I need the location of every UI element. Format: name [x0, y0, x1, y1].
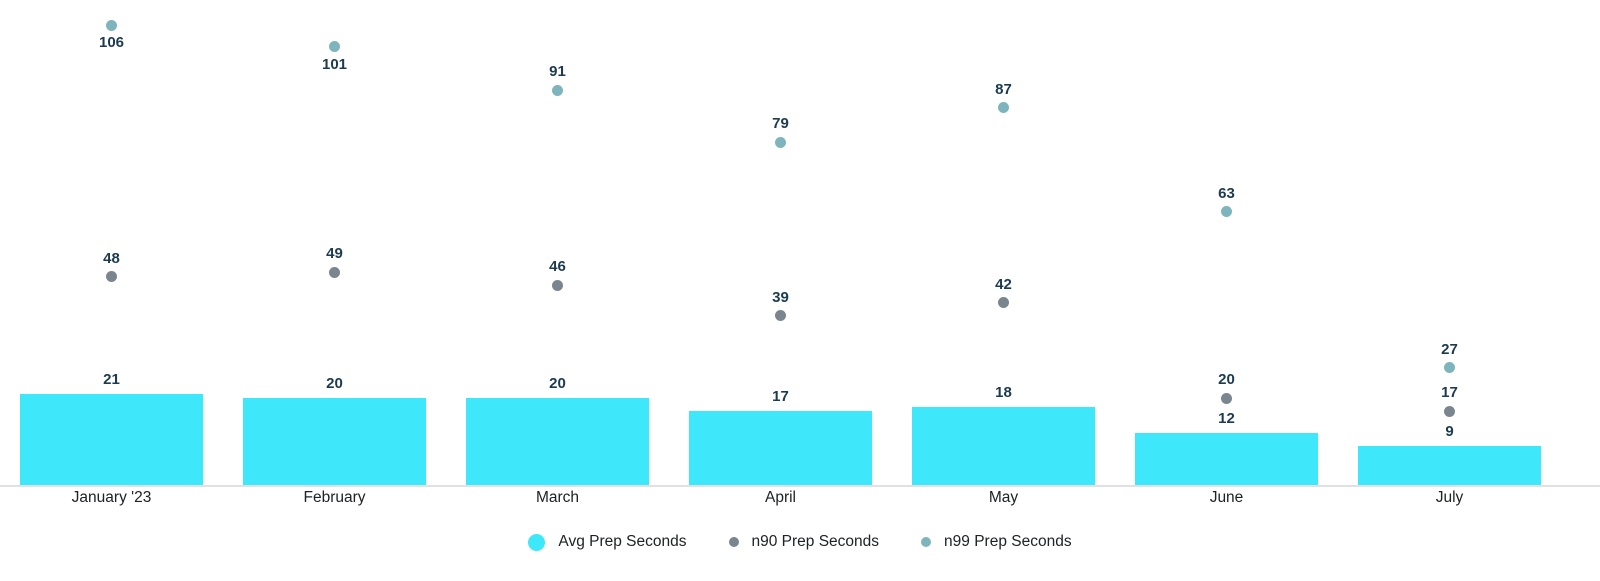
bar-avg-prep-seconds[interactable]	[689, 411, 872, 485]
dot-value-label: 20	[1218, 371, 1235, 389]
dot-value-label: 106	[98, 34, 125, 52]
dot-value-label: 48	[103, 249, 120, 267]
n90-dot[interactable]	[106, 271, 117, 283]
dot-value-label: 39	[772, 288, 789, 306]
n90-dot[interactable]	[552, 279, 563, 291]
bar-value-label: 17	[772, 388, 789, 406]
bar-value-label: 18	[995, 383, 1012, 401]
dot-value-label: 63	[1218, 184, 1235, 202]
dot-value-label: 27	[1441, 340, 1458, 358]
chart-column: 21 48 106	[0, 0, 223, 485]
bar-value-label: 12	[1218, 409, 1235, 427]
n90-dot[interactable]	[329, 266, 340, 278]
dot-value-label: 87	[995, 80, 1012, 98]
dot-value-label: 17	[1441, 384, 1458, 402]
bar-avg-prep-seconds[interactable]	[1358, 446, 1541, 485]
n90-dot[interactable]	[1444, 405, 1455, 417]
bar-avg-prep-seconds[interactable]	[466, 398, 649, 485]
x-axis-label: February	[303, 489, 366, 506]
bar-value-label: 9	[1445, 422, 1454, 440]
legend-item[interactable]: n99 Prep Seconds	[921, 533, 1072, 551]
x-axis-label: June	[1209, 489, 1244, 506]
bar-value-label: 21	[103, 370, 120, 388]
n99-dot[interactable]	[1444, 362, 1455, 374]
chart-column: 18 42 87	[892, 0, 1115, 485]
n90-dot[interactable]	[998, 297, 1009, 309]
plot-area: 21 48 106 20 49 101 20 46 91 17 39 79 18 42 87 12 20 63 9 1…	[0, 0, 1600, 487]
x-axis-label: May	[988, 489, 1019, 506]
n99-dot[interactable]	[1221, 206, 1232, 218]
n99-dot[interactable]	[998, 102, 1009, 114]
dot-value-label: 101	[321, 55, 348, 73]
legend-label: n90 Prep Seconds	[751, 533, 880, 550]
n90-dot[interactable]	[1221, 392, 1232, 404]
dot-value-label: 42	[995, 275, 1012, 293]
legend-label: Avg Prep Seconds	[558, 533, 687, 550]
legend-label: n99 Prep Seconds	[944, 533, 1072, 550]
x-axis-label: January '23	[71, 489, 152, 506]
n99-dot[interactable]	[106, 19, 117, 31]
chart-column: 17 39 79	[669, 0, 892, 485]
legend-item[interactable]: Avg Prep Seconds	[528, 533, 687, 551]
chart-columns: 21 48 106 20 49 101 20 46 91 17 39 79 18 42 87 12 20 63 9 1…	[0, 0, 1561, 485]
n90-dot[interactable]	[775, 310, 786, 322]
dot-value-label: 46	[549, 258, 566, 276]
legend-marker-icon	[728, 537, 739, 547]
bar-value-label: 20	[549, 375, 566, 393]
chart-column: 20 46 91	[446, 0, 669, 485]
chart-column: 12 20 63	[1115, 0, 1338, 485]
bar-avg-prep-seconds[interactable]	[20, 393, 203, 485]
dot-value-label: 49	[326, 245, 343, 263]
bar-value-label: 20	[326, 375, 343, 393]
x-axis-label: July	[1435, 489, 1464, 506]
chart-legend: Avg Prep Seconds n90 Prep Seconds n99 Prep…	[0, 533, 1600, 551]
x-axis-label: March	[535, 489, 580, 506]
legend-item[interactable]: n90 Prep Seconds	[728, 533, 880, 551]
dot-value-label: 79	[772, 115, 789, 133]
chart-column: 20 49 101	[223, 0, 446, 485]
legend-marker-icon	[921, 537, 932, 547]
x-axis-label: April	[764, 489, 796, 506]
n99-dot[interactable]	[329, 41, 340, 53]
chart-column: 9 17 27	[1338, 0, 1561, 485]
bar-avg-prep-seconds[interactable]	[912, 406, 1095, 485]
bar-avg-prep-seconds[interactable]	[1135, 432, 1318, 485]
bar-avg-prep-seconds[interactable]	[243, 398, 426, 485]
n99-dot[interactable]	[552, 84, 563, 96]
n99-dot[interactable]	[775, 136, 786, 148]
dot-value-label: 91	[549, 63, 566, 81]
x-axis-labels: January '23 February March April May June July	[0, 487, 1561, 509]
legend-marker-icon	[528, 533, 546, 551]
